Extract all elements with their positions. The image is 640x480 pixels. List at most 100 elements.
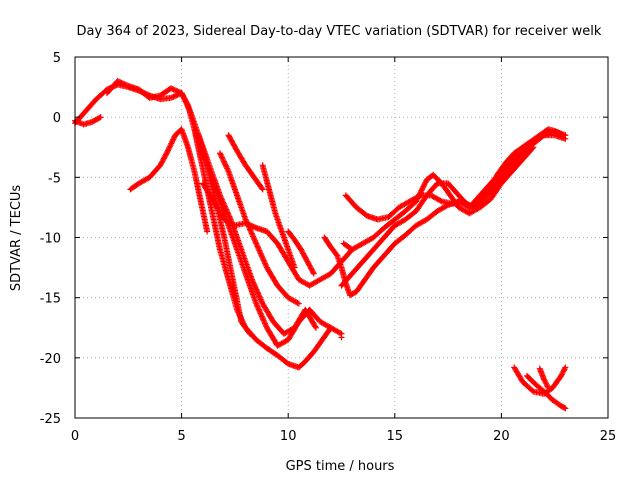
data-point [421, 182, 428, 189]
data-point [529, 145, 536, 152]
data-point [218, 154, 225, 161]
axes: 0 5 10 15 20 25 -25 -20 -15 -10 -5 0 5 [40, 51, 617, 444]
y-axis-label: SDTVAR / TECUs [9, 185, 24, 292]
data-point [216, 150, 223, 157]
data-point [530, 144, 537, 151]
data-point [164, 147, 171, 154]
data-point [171, 87, 178, 94]
data-point [169, 137, 176, 144]
data-point [168, 139, 175, 146]
data-point [183, 99, 190, 106]
y-tick-label: -25 [40, 412, 61, 427]
data-point [184, 102, 191, 109]
data-point [259, 186, 266, 193]
data-point [224, 166, 231, 173]
data-point [242, 220, 249, 227]
series-arc-12 [285, 228, 317, 277]
series-arc-20 [536, 365, 552, 391]
data-point [291, 264, 298, 271]
y-tick-label: -15 [40, 292, 61, 307]
data-point [310, 270, 317, 277]
data-point [560, 132, 567, 139]
data-point [245, 329, 252, 336]
data-point [312, 324, 319, 331]
data-point [221, 159, 228, 166]
data-point [165, 146, 172, 153]
data-point [223, 164, 230, 171]
data-point [419, 184, 426, 191]
data-point [182, 98, 189, 105]
x-tick-label: 25 [600, 429, 617, 444]
data-point [170, 136, 177, 143]
data-point [163, 150, 170, 157]
data-point [117, 79, 124, 86]
data-point [174, 88, 181, 95]
y-tick-label: -5 [48, 171, 61, 186]
data-point [167, 141, 174, 148]
data-point [294, 299, 301, 306]
series-arc-11 [259, 162, 298, 271]
data-point [218, 153, 225, 160]
x-tick-label: 20 [493, 429, 510, 444]
data-point [162, 151, 169, 158]
data-point [222, 162, 229, 169]
series-arc-19 [523, 372, 569, 412]
y-tick-label: -20 [40, 352, 61, 367]
data-point [222, 161, 229, 168]
data-point [416, 193, 423, 200]
data-point [217, 151, 224, 158]
data-point [246, 330, 253, 337]
data-point [258, 185, 265, 192]
data-point [247, 222, 254, 229]
data-point [243, 220, 250, 227]
y-tick-label: -10 [40, 232, 61, 247]
data-point [246, 221, 253, 228]
data-point [422, 179, 429, 186]
data-point [167, 94, 174, 101]
data-point [312, 323, 319, 330]
data-point [168, 140, 175, 147]
data-point [175, 88, 182, 95]
x-tick-label: 0 [71, 429, 79, 444]
data-point [204, 228, 211, 235]
data-point [115, 78, 122, 85]
data-point [181, 95, 188, 102]
data-point [170, 134, 177, 141]
series-arc-7 [195, 132, 319, 337]
data-point [419, 186, 426, 193]
data-point [166, 144, 173, 151]
data-series [72, 78, 569, 412]
data-point [167, 85, 174, 92]
series-arc-15 [340, 144, 537, 253]
data-point [561, 404, 568, 411]
data-point [421, 180, 428, 187]
data-point [97, 114, 104, 121]
data-point [310, 269, 317, 276]
data-point [245, 221, 252, 228]
data-point [121, 81, 128, 88]
data-point [562, 364, 569, 371]
data-point [183, 101, 190, 108]
data-point [96, 114, 103, 121]
data-point [295, 300, 302, 307]
data-point [250, 223, 257, 230]
data-point [219, 155, 226, 162]
data-point [251, 224, 258, 231]
data-point [178, 90, 185, 97]
grid [75, 57, 608, 418]
data-point [170, 93, 177, 100]
data-point [562, 405, 569, 412]
data-point [179, 92, 186, 99]
data-point [437, 197, 444, 204]
series-arc-2 [72, 114, 104, 128]
data-point [169, 94, 176, 101]
data-point [249, 223, 256, 230]
data-point [558, 131, 565, 138]
data-point [185, 105, 192, 112]
data-point [186, 106, 193, 113]
data-point [169, 85, 176, 92]
data-point [123, 82, 130, 89]
data-point [179, 91, 186, 98]
